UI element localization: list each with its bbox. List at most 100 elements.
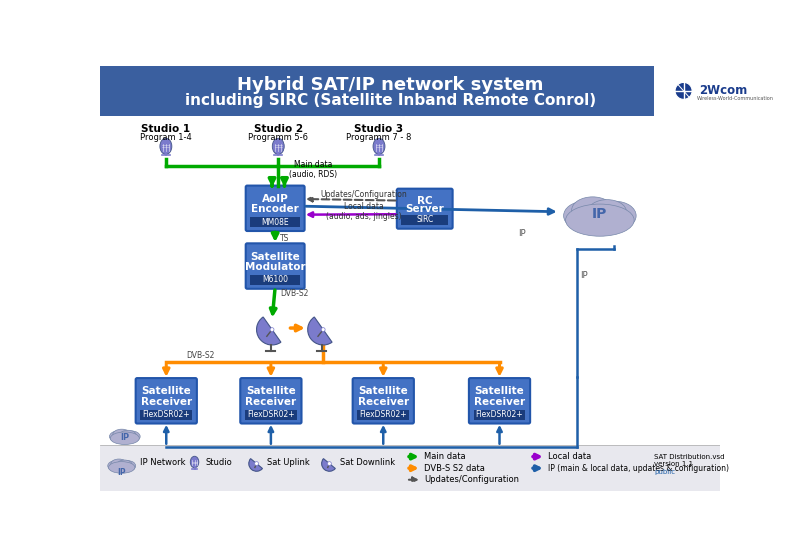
Text: MM08E: MM08E (262, 217, 289, 227)
Text: Main data
(audio, RDS): Main data (audio, RDS) (289, 160, 337, 179)
Text: RC: RC (417, 195, 433, 205)
Text: IP: IP (518, 229, 526, 238)
Bar (100, 445, 720, 491)
Ellipse shape (373, 138, 385, 155)
FancyBboxPatch shape (246, 243, 305, 289)
Text: Modulator: Modulator (245, 262, 306, 272)
Bar (100, 66, 720, 115)
Bar (358, 410, 410, 420)
Text: DVB-S2: DVB-S2 (186, 351, 215, 360)
Text: Sat Uplink: Sat Uplink (267, 458, 310, 466)
Text: Main data: Main data (424, 452, 466, 461)
Ellipse shape (108, 460, 124, 471)
FancyBboxPatch shape (136, 378, 197, 423)
Ellipse shape (272, 138, 284, 155)
Text: Satellite: Satellite (358, 386, 408, 396)
Text: SIRC: SIRC (416, 215, 434, 224)
Ellipse shape (111, 459, 127, 469)
Circle shape (254, 461, 258, 465)
Ellipse shape (120, 430, 136, 440)
Circle shape (322, 328, 325, 332)
FancyBboxPatch shape (240, 378, 302, 423)
Ellipse shape (572, 197, 614, 224)
Text: Receiver: Receiver (358, 397, 409, 407)
Text: FlexDSR02+: FlexDSR02+ (247, 410, 294, 419)
Text: Receiver: Receiver (246, 397, 297, 407)
Circle shape (270, 328, 274, 332)
Bar (402, 215, 448, 225)
Text: Programm 7 - 8: Programm 7 - 8 (346, 132, 412, 141)
Text: M6100: M6100 (262, 275, 288, 284)
Wedge shape (322, 459, 335, 471)
Wedge shape (257, 317, 281, 345)
Text: version 1.1: version 1.1 (654, 461, 694, 468)
Ellipse shape (122, 431, 140, 442)
Ellipse shape (566, 204, 634, 236)
Ellipse shape (594, 201, 636, 230)
Bar (474, 410, 526, 420)
Text: DVB-S S2 data: DVB-S S2 data (424, 464, 485, 473)
Ellipse shape (109, 461, 135, 473)
Text: Updates/Configuration: Updates/Configuration (424, 475, 519, 484)
Bar (250, 275, 300, 285)
Text: IP Network: IP Network (140, 458, 186, 466)
Wedge shape (308, 317, 332, 345)
FancyBboxPatch shape (353, 378, 414, 423)
Wedge shape (249, 459, 262, 471)
Ellipse shape (110, 432, 139, 444)
Text: Local data
(audio, ads, jingles): Local data (audio, ads, jingles) (326, 202, 402, 221)
Text: Satellite: Satellite (142, 386, 191, 396)
Text: Sat Downlink: Sat Downlink (340, 458, 395, 466)
Bar (250, 217, 300, 227)
Text: Satellite: Satellite (250, 252, 300, 262)
Text: 2Wcom: 2Wcom (699, 83, 747, 97)
Circle shape (327, 461, 331, 465)
Ellipse shape (110, 431, 127, 442)
Ellipse shape (119, 460, 136, 471)
Text: SAT Distribution.vsd: SAT Distribution.vsd (654, 454, 725, 460)
Bar (245, 410, 297, 420)
Text: Satellite: Satellite (474, 386, 524, 396)
Text: Studio 1: Studio 1 (142, 124, 190, 134)
Text: Wireless-World-Communication: Wireless-World-Communication (697, 96, 774, 101)
Text: Encoder: Encoder (251, 204, 299, 214)
Text: including SIRC (Satellite Inband Remote Conrol): including SIRC (Satellite Inband Remote … (185, 93, 596, 108)
Text: FlexDSR02+: FlexDSR02+ (476, 410, 523, 419)
Ellipse shape (564, 201, 606, 230)
Text: Program 1-4: Program 1-4 (140, 132, 192, 141)
FancyBboxPatch shape (246, 185, 305, 231)
Text: Studio 3: Studio 3 (354, 124, 403, 134)
Text: IP: IP (120, 433, 130, 442)
Text: Receiver: Receiver (141, 397, 192, 407)
Text: public: public (654, 469, 675, 475)
Text: Local data: Local data (548, 452, 591, 461)
Text: Satellite: Satellite (246, 386, 296, 396)
Ellipse shape (114, 431, 136, 444)
Text: Programm 5-6: Programm 5-6 (248, 132, 308, 141)
Text: Updates/Configuration: Updates/Configuration (320, 190, 407, 199)
Text: FlexDSR02+: FlexDSR02+ (359, 410, 407, 419)
Ellipse shape (574, 201, 626, 235)
Text: Studio 2: Studio 2 (254, 124, 303, 134)
Text: Server: Server (406, 204, 444, 214)
Text: Hybrid SAT/IP network system: Hybrid SAT/IP network system (238, 76, 544, 94)
Text: IP: IP (118, 468, 126, 477)
Ellipse shape (117, 460, 132, 469)
Text: IP: IP (581, 271, 588, 280)
Ellipse shape (112, 460, 132, 473)
Text: DVB-S2: DVB-S2 (280, 289, 308, 298)
Text: IP: IP (592, 207, 607, 221)
Bar (140, 410, 192, 420)
Ellipse shape (588, 200, 626, 224)
Text: Studio: Studio (206, 458, 232, 466)
Text: IP (main & local data, updates & configuration): IP (main & local data, updates & configu… (548, 464, 729, 473)
FancyBboxPatch shape (397, 189, 453, 229)
Text: FlexDSR02+: FlexDSR02+ (142, 410, 190, 419)
Ellipse shape (113, 429, 130, 439)
Ellipse shape (190, 457, 199, 468)
FancyBboxPatch shape (469, 378, 530, 423)
Text: AoIP: AoIP (262, 194, 289, 204)
Ellipse shape (160, 138, 172, 155)
Text: TS: TS (280, 234, 289, 243)
Bar (654, 66, 720, 115)
